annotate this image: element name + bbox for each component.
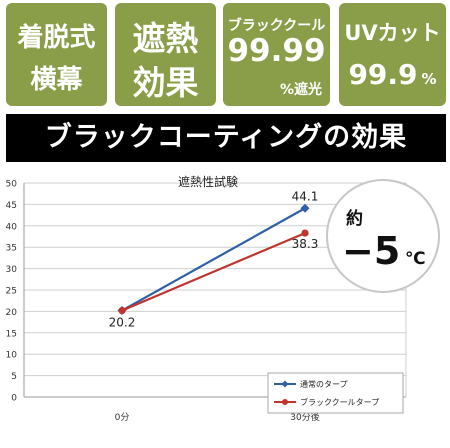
chart-data-labels: 20.2 44.1 38.3 — [109, 189, 319, 329]
y-tick-label: 50 — [6, 180, 18, 190]
badge-value: 99.99 — [227, 33, 326, 69]
chart-series — [117, 203, 310, 316]
callout-unit: ℃ — [405, 249, 426, 269]
badge-heat-shield: 遮熱 効果 — [115, 3, 216, 106]
legend-marker — [281, 380, 289, 388]
series-line — [121, 232, 306, 312]
x-tick-label: 0分 — [115, 412, 130, 423]
legend-box — [267, 372, 404, 414]
badge-detachable-curtain: 着脱式 横幕 — [6, 3, 107, 106]
y-tick-label: 45 — [6, 201, 17, 211]
data-label: 44.1 — [292, 189, 319, 203]
badge-line: UVカット — [344, 21, 441, 45]
y-tick-label: 15 — [6, 329, 17, 339]
data-label: 38.3 — [292, 237, 319, 251]
callout-circle — [326, 179, 440, 293]
badge-line: 効果 — [132, 63, 199, 102]
x-tick-label: 30分後 — [290, 411, 319, 423]
temperature-callout: 約 −5 ℃ — [326, 179, 440, 293]
line-chart: 0 5 10 15 20 25 30 35 40 45 50 0分 30分後 遮熱性試験 20.2 44… — [6, 174, 440, 423]
badge-uv-cut: UVカット 99.9% — [339, 3, 446, 106]
legend-label: ブラッククールタープ — [300, 397, 379, 407]
legend-label: 通常のタープ — [300, 379, 348, 389]
chart-title: 遮熱性試験 — [178, 174, 238, 189]
legend-marker — [282, 399, 288, 405]
badge-black-cool: ブラッククール 99.99 %遮光 — [223, 3, 330, 106]
data-point — [300, 203, 310, 213]
data-point — [301, 229, 309, 237]
badge-line: 横幕 — [30, 65, 83, 95]
y-tick-label: 40 — [6, 222, 18, 232]
badge-line: 着脱式 — [17, 23, 96, 53]
y-tick-label: 5 — [11, 372, 17, 382]
badge-line: %遮光 — [279, 82, 322, 98]
badge-line: ブラッククール — [227, 18, 326, 34]
callout-value: −5 — [342, 229, 400, 273]
section-banner: ブラックコーティングの効果 — [6, 114, 446, 162]
y-tick-label: 20 — [6, 308, 18, 318]
y-tick-label: 0 — [11, 394, 17, 404]
y-tick-label: 35 — [6, 244, 17, 254]
badge-value-row: 99.9% — [339, 58, 446, 91]
series-line — [121, 207, 306, 312]
callout-prefix: 約 — [346, 208, 363, 229]
y-axis-ticks: 0 5 10 15 20 25 30 35 40 45 50 — [6, 180, 18, 404]
data-point — [118, 306, 126, 315]
y-tick-label: 10 — [6, 351, 18, 361]
x-axis-ticks: 0分 30分後 — [115, 411, 320, 423]
badge-value-suffix: % — [421, 70, 437, 88]
y-tick-label: 25 — [6, 287, 17, 297]
data-label: 20.2 — [109, 316, 136, 330]
badge-value: 99.9 — [348, 58, 418, 91]
y-tick-label: 30 — [6, 265, 18, 275]
badge-line: 遮熱 — [132, 19, 199, 58]
